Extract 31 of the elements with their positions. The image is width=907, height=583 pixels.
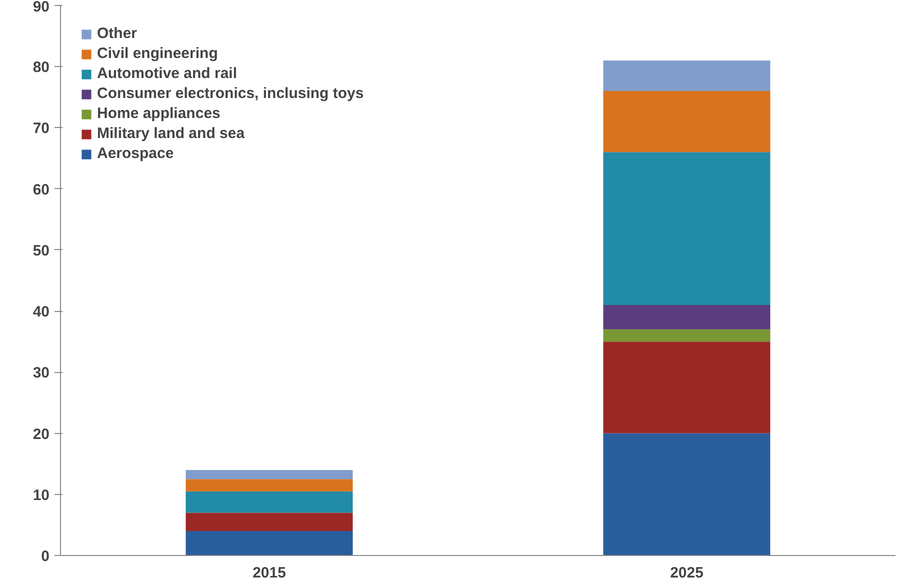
bar (603, 60, 770, 92)
bar (603, 433, 770, 556)
legend-label: Aerospace (97, 145, 174, 162)
y-tick-label: 20 (32, 426, 50, 443)
legend-label: Military land and sea (97, 125, 245, 142)
legend-label: Home appliances (97, 105, 220, 122)
y-tick-label: 80 (32, 59, 50, 76)
bar (186, 470, 353, 480)
bar (186, 479, 353, 492)
y-tick-label: 30 (32, 364, 50, 382)
y-tick-label: 60 (32, 181, 50, 198)
bar (603, 152, 770, 305)
legend-label: Consumer electronics, inclusing toys (97, 85, 364, 102)
bar (603, 342, 770, 434)
bar (186, 491, 353, 513)
bar (186, 531, 353, 556)
y-tick-label: 50 (32, 242, 50, 260)
bar (603, 329, 770, 342)
legend-label: Automotive and rail (97, 65, 238, 82)
y-tick-label: 0 (41, 548, 50, 565)
y-tick-label: 90 (32, 0, 50, 16)
bar (603, 304, 770, 330)
x-tick-label: 2015 (252, 564, 286, 582)
bar (186, 512, 353, 532)
x-tick-label: 2025 (670, 564, 704, 582)
y-tick-label: 40 (32, 304, 50, 321)
legend-label: Civil engineering (97, 45, 218, 62)
bar (603, 91, 770, 152)
legend-label: Other (97, 25, 138, 42)
y-tick-label: 70 (32, 120, 50, 138)
y-tick-label: 10 (32, 486, 50, 504)
